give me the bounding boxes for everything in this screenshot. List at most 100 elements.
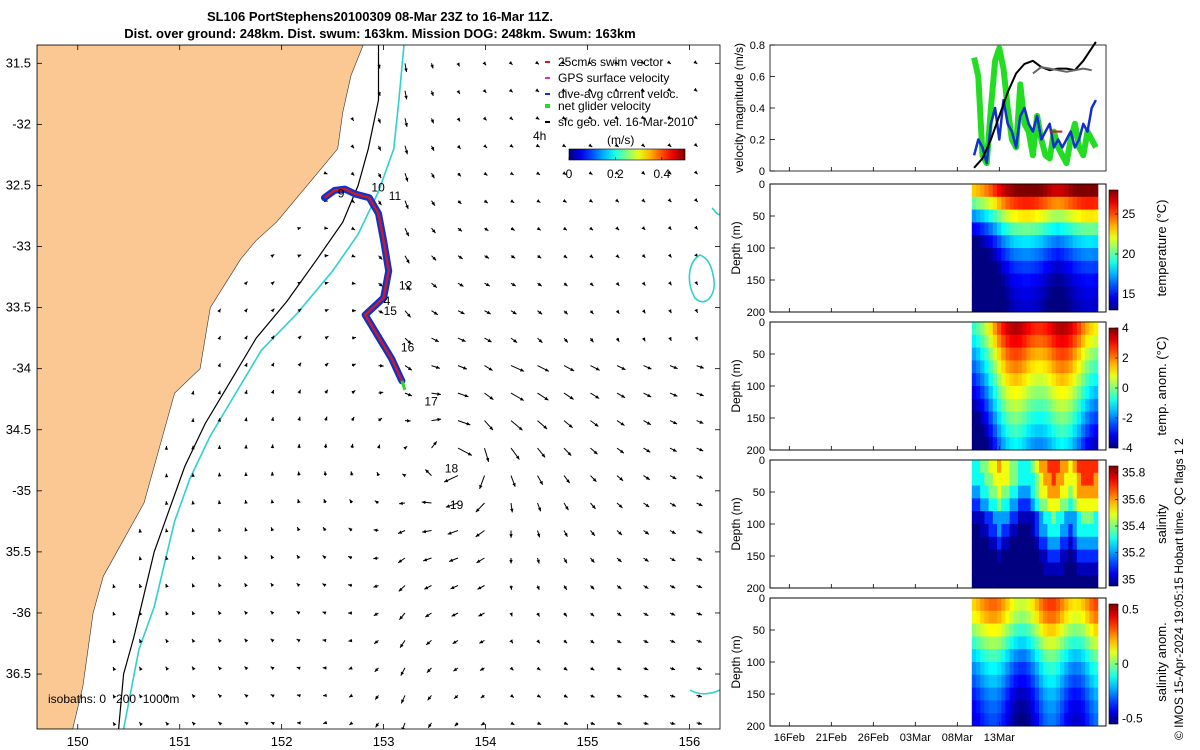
heatmap-cell [1047, 347, 1053, 361]
heatmap-cell [992, 636, 998, 650]
velocity-arrow-head [270, 308, 275, 313]
heatmap-cell [1093, 687, 1099, 701]
heatmap-cell [1039, 386, 1044, 400]
velocity-arrow-head [645, 503, 650, 508]
velocity-arrow-head [463, 366, 467, 370]
heatmap-cell [1055, 623, 1061, 637]
heatmap-cell [1064, 598, 1069, 612]
heatmap-cell [1018, 411, 1023, 425]
velocity-arrow-head [348, 638, 353, 643]
heatmap-cell [988, 334, 994, 349]
heatmap-cell [1060, 662, 1065, 676]
heatmap-cell [1030, 511, 1036, 525]
velocity-panel: 00.20.40.60.8 velocity magnitude (m/s) [732, 40, 1107, 178]
heatmap-cell [1085, 610, 1090, 625]
velocity-arrow-head [467, 452, 472, 456]
velocity-arrow-head [379, 310, 384, 314]
marker-4h-label: 4h [533, 129, 546, 143]
heatmap-cell [1009, 700, 1015, 714]
velocity-arrow-head [647, 393, 652, 397]
heatmap-cell [1001, 485, 1006, 499]
heatmap-cell [1085, 222, 1090, 236]
heatmap-cell [984, 437, 990, 451]
velocity-arrow-head [671, 694, 676, 698]
heatmap-cell [1072, 386, 1078, 400]
velocity-arrow-head [615, 254, 620, 258]
velocity-arrow-head [377, 119, 381, 124]
heatmap-cell [1076, 437, 1082, 451]
heatmap-cell [1076, 460, 1082, 474]
heatmap-cell [1039, 636, 1044, 650]
velocity-arrow-head [191, 500, 195, 505]
heatmap-cell [997, 575, 1002, 589]
velocity-arrow-head [590, 558, 595, 563]
heatmap-cell [1030, 536, 1036, 551]
velocity-arrow-head [589, 310, 594, 314]
heatmap-cell [997, 610, 1002, 625]
heatmap-cell [1072, 196, 1078, 211]
velocity-arrow-head [464, 394, 469, 398]
heatmap-cell [980, 472, 985, 487]
heatmap-cell [1051, 575, 1057, 589]
heatmap-cell [1064, 623, 1069, 637]
heatmap-cell [997, 222, 1002, 236]
heatmap-cell [1085, 347, 1090, 361]
heatmap-cell [1034, 360, 1040, 374]
heatmap-cell [1072, 248, 1078, 262]
velocity-arrow-head [567, 451, 572, 456]
heatmap-cell [1076, 209, 1082, 223]
velocity-arrow-head [480, 694, 485, 698]
heatmap-cell [1013, 373, 1019, 387]
heatmap-cell [992, 536, 998, 551]
velocity-axes [769, 44, 1107, 172]
heatmap-cell [992, 196, 998, 211]
heatmap-cell [1081, 636, 1086, 650]
heatmap-cell [1072, 674, 1078, 689]
velocity-arrow-head [641, 253, 646, 258]
heatmap-cell [1085, 322, 1090, 336]
heatmap-cell [1068, 460, 1074, 474]
velocity-arrow-head [165, 722, 170, 726]
heatmap-cell [992, 674, 998, 689]
heatmap-cell [1081, 373, 1086, 387]
heatmap-cell [1089, 460, 1095, 474]
velocity-arrow-head [350, 171, 355, 176]
heatmap-cell [1051, 687, 1057, 701]
velocity-arrow-head [644, 585, 649, 589]
heatmap-cell [1039, 273, 1044, 287]
heatmap-cell [1009, 472, 1015, 487]
heatmap-cell [988, 386, 994, 400]
velocity-arrow-head [487, 338, 492, 343]
velocity-arrow-head [694, 281, 698, 285]
velocity-arrow-head [673, 393, 678, 397]
heatmap-cell [1081, 524, 1086, 538]
heatmap-cell [1013, 713, 1019, 727]
heatmap-cell [1018, 524, 1023, 538]
heatmap-cell [1060, 273, 1065, 287]
velocity-arrow-head [217, 363, 221, 368]
velocity-arrow-head [614, 60, 619, 64]
velocity-arrow-head [403, 446, 408, 450]
velocity-arrow-head [270, 471, 275, 476]
heatmap-cell [1060, 398, 1065, 413]
velocity-arrow-head [243, 308, 248, 313]
velocity-arrow-head [297, 308, 302, 313]
velocity-arrow-head [595, 367, 600, 371]
velocity-arrow-head [569, 395, 574, 400]
heatmap-cell [1026, 649, 1032, 663]
heatmap-colorbar-tick-label: 35.2 [1122, 546, 1146, 560]
heatmap-cell [984, 386, 990, 400]
heatmap-cell [1039, 222, 1044, 236]
heatmap-cell [1060, 184, 1065, 198]
velocity-arrow-head [563, 585, 567, 590]
day-label: 18 [445, 462, 459, 476]
day-label: 19 [450, 498, 464, 512]
heatmap-cell [1060, 299, 1065, 313]
velocity-arrow-head [589, 226, 593, 231]
heatmap-cell [1093, 273, 1099, 287]
velocity-arrow-head [511, 282, 516, 287]
heatmap-cell [1068, 437, 1074, 451]
heatmap-cell [1089, 649, 1095, 663]
heatmap-cell [1060, 562, 1065, 576]
heatmap-cell [1055, 636, 1061, 650]
